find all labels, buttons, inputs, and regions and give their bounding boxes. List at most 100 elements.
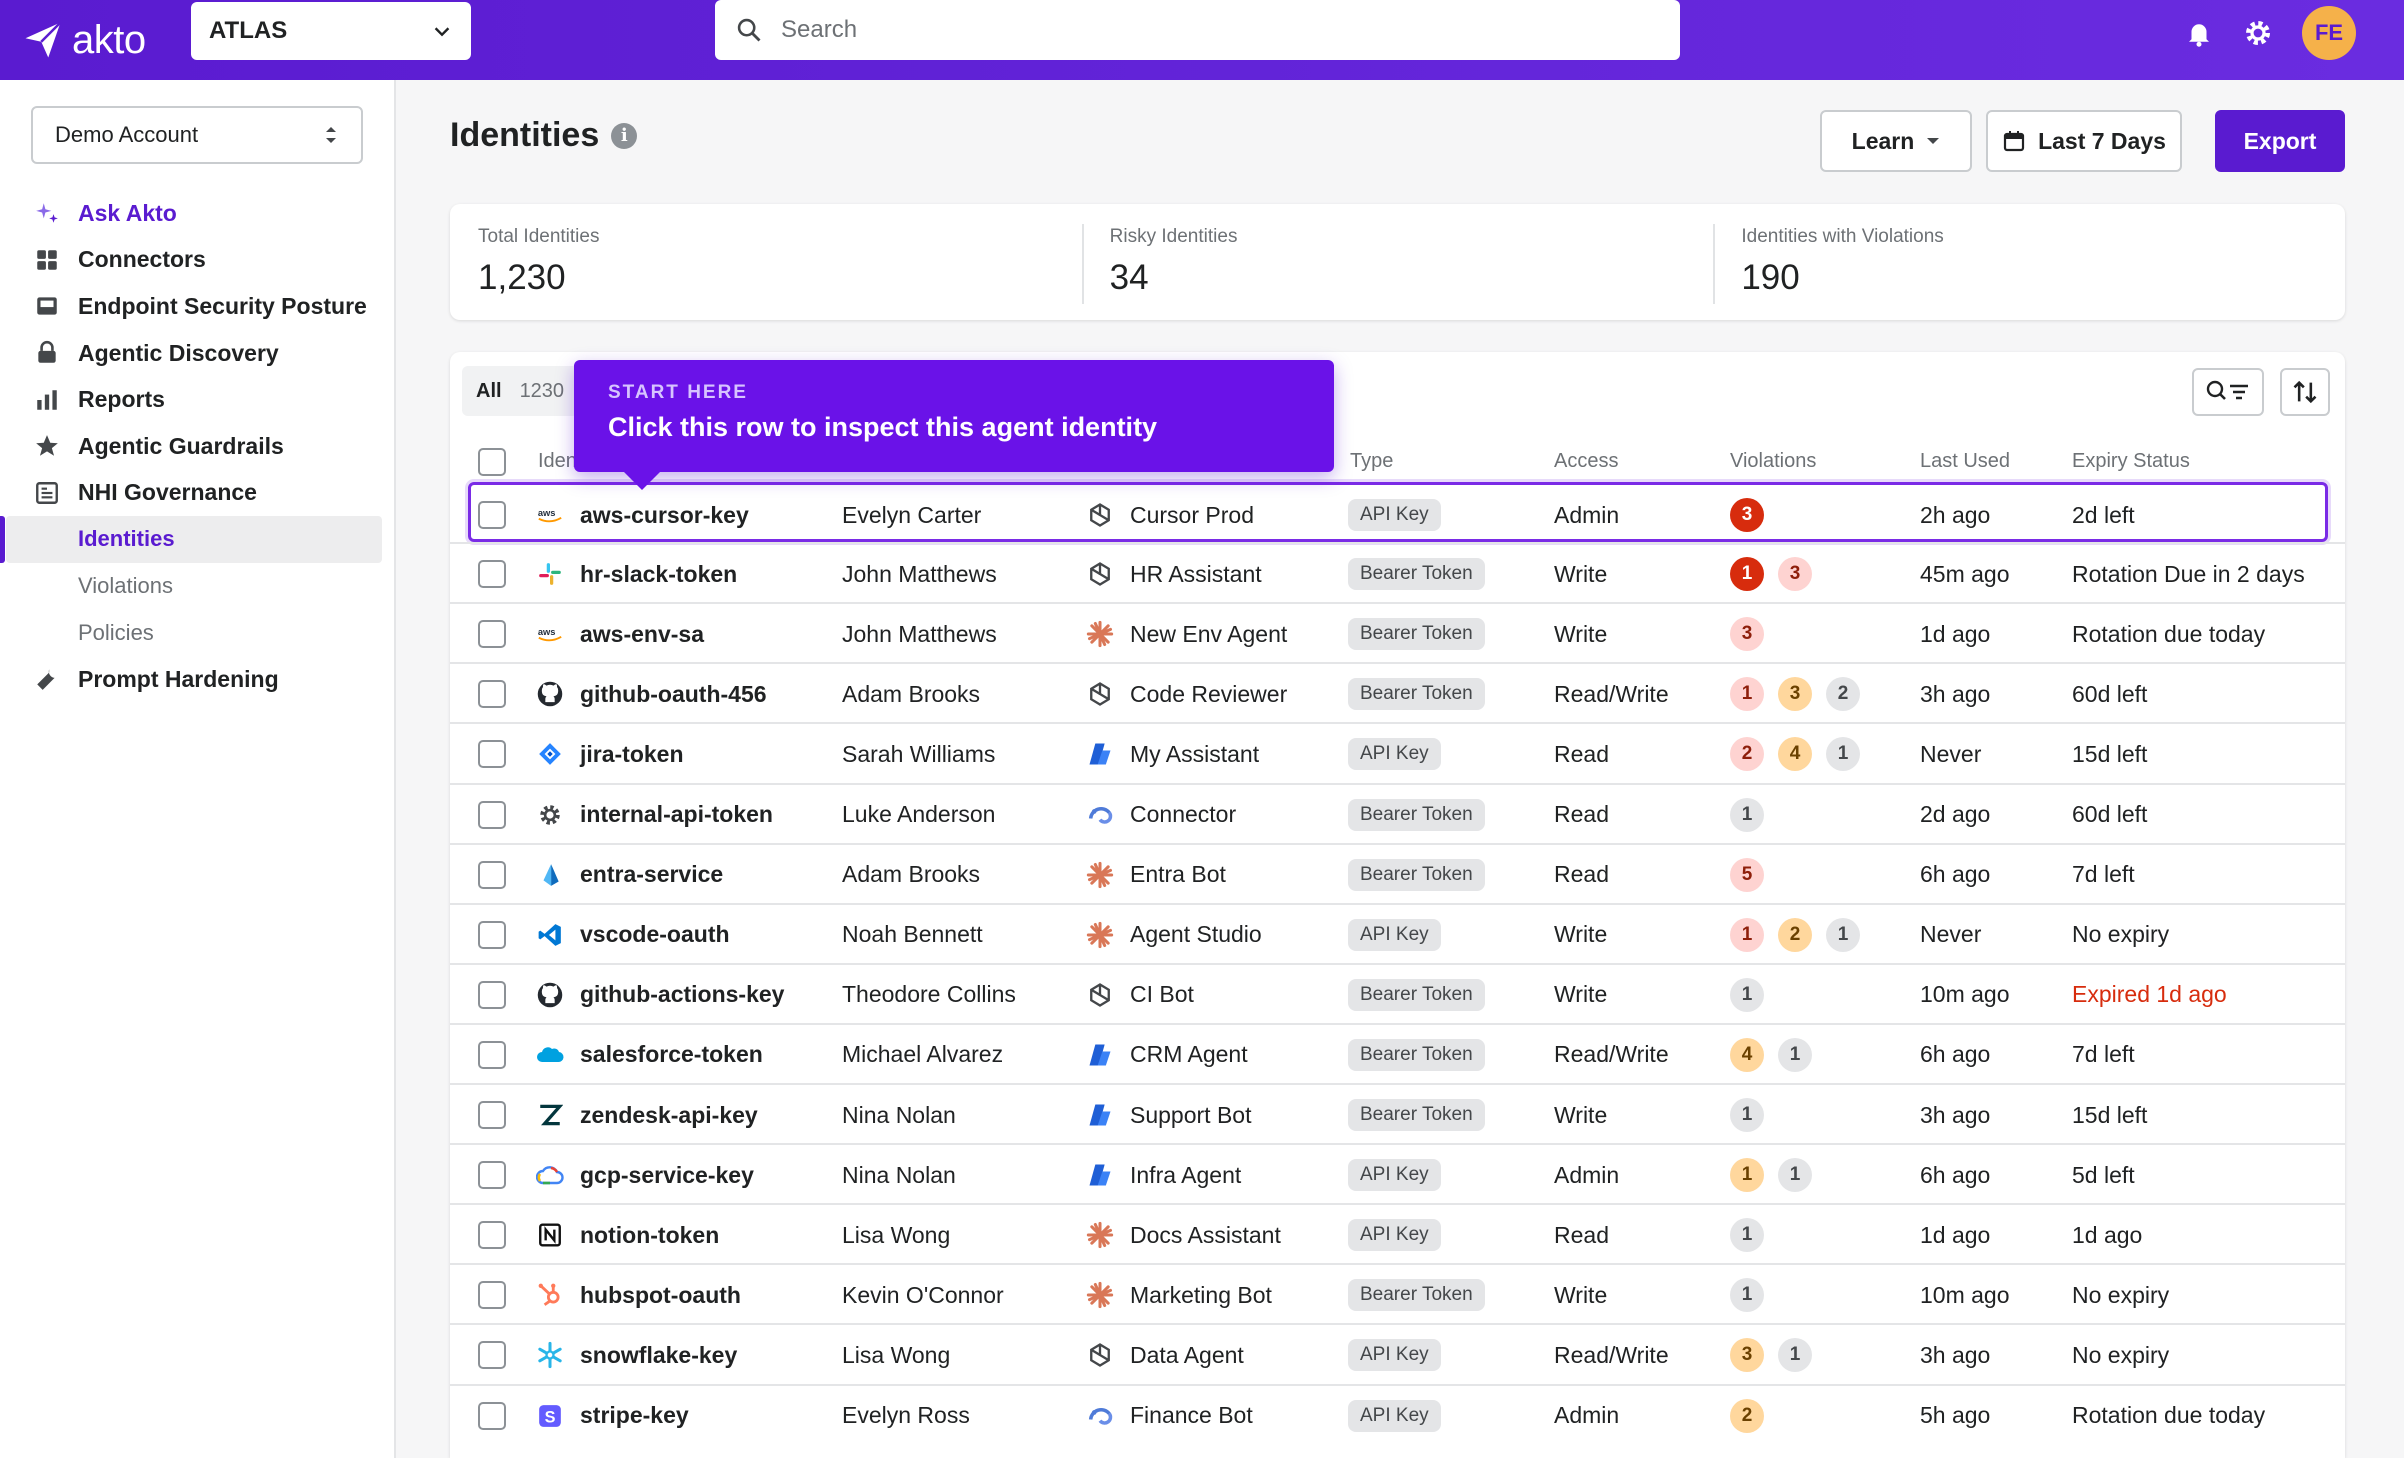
sidebar-item-prompt-hardening[interactable]: Prompt Hardening — [0, 656, 396, 703]
violation-badge-medium[interactable]: 4 — [1778, 737, 1812, 772]
table-row[interactable]: vscode-oauth Noah Bennett Agent Studio API … — [450, 902, 2345, 963]
violation-badge-low[interactable]: 1 — [1826, 737, 1860, 772]
table-row[interactable]: gcp-service-key Nina Nolan Infra Agent API … — [450, 1143, 2345, 1203]
sidebar-subitem-violations[interactable]: Violations — [78, 573, 173, 599]
violation-badge-high[interactable]: 1 — [1730, 917, 1764, 952]
row-checkbox[interactable] — [478, 740, 506, 769]
table-row[interactable]: github-actions-key Theodore Collins CI Bot… — [450, 962, 2345, 1023]
table-row[interactable]: salesforce-token Michael Alvarez CRM Agent… — [450, 1022, 2345, 1083]
sidebar-subitem-identities[interactable]: Identities — [0, 516, 382, 563]
table-row[interactable]: zendesk-api-key Nina Nolan Support Bot Bear… — [450, 1083, 2345, 1143]
row-checkbox[interactable] — [478, 1161, 506, 1190]
learn-button[interactable]: Learn — [1820, 110, 1972, 172]
sidebar-item-ask-akto[interactable]: Ask Akto — [0, 190, 396, 237]
table-row[interactable]: hubspot-oauth Kevin O'Connor Marketing Bot… — [450, 1263, 2345, 1323]
violation-badge-low[interactable]: 2 — [1826, 677, 1860, 712]
violation-badge-medium[interactable]: 1 — [1730, 1158, 1764, 1193]
row-checkbox[interactable] — [478, 860, 506, 889]
violation-badge-low[interactable]: 1 — [1778, 1158, 1812, 1193]
violation-badge-medium[interactable]: 2 — [1730, 1398, 1764, 1433]
table-row[interactable]: aws aws-env-sa John Matthews New Env Agent B… — [450, 602, 2345, 662]
account-select[interactable]: Demo Account — [31, 106, 363, 164]
table-row[interactable]: snowflake-key Lisa Wong Data Agent API Key R… — [450, 1323, 2345, 1383]
column-violations[interactable]: Violations — [1730, 450, 1817, 472]
row-checkbox[interactable] — [478, 1281, 506, 1310]
column-expiry-status[interactable]: Expiry Status — [2072, 450, 2190, 472]
date-range-button[interactable]: Last 7 Days — [1986, 110, 2182, 172]
identity-name[interactable]: snowflake-key — [580, 1341, 738, 1368]
identity-name[interactable]: notion-token — [580, 1221, 720, 1248]
sort-button[interactable] — [2280, 368, 2330, 416]
sidebar-item-nhi-governance[interactable]: NHI Governance — [0, 470, 396, 517]
violation-badge-low[interactable]: 1 — [1730, 977, 1764, 1012]
table-row[interactable]: notion-token Lisa Wong Docs Assistant API K… — [450, 1203, 2345, 1263]
violation-badge-low[interactable]: 1 — [1778, 1037, 1812, 1072]
violation-badge-medium[interactable]: 2 — [1778, 917, 1812, 952]
row-checkbox[interactable] — [478, 560, 506, 589]
violation-badge-low[interactable]: 1 — [1730, 797, 1764, 832]
row-checkbox[interactable] — [478, 1040, 506, 1069]
identity-name[interactable]: vscode-oauth — [580, 921, 730, 948]
identity-name[interactable]: salesforce-token — [580, 1041, 763, 1068]
table-row[interactable]: entra-service Adam Brooks Entra Bot Bearer … — [450, 842, 2345, 903]
column-last-used[interactable]: Last Used — [1920, 450, 2011, 472]
violation-badge-low[interactable]: 1 — [1826, 917, 1860, 952]
violation-badge-medium[interactable]: 4 — [1730, 1037, 1764, 1072]
gear-icon[interactable] — [2242, 17, 2274, 49]
violation-badge-critical[interactable]: 3 — [1730, 498, 1764, 532]
violation-badge-high[interactable]: 5 — [1730, 857, 1764, 892]
identity-name[interactable]: hubspot-oauth — [580, 1281, 741, 1308]
export-button[interactable]: Export — [2215, 110, 2345, 172]
identity-name[interactable]: github-actions-key — [580, 981, 785, 1008]
table-row[interactable]: internal-api-token Luke Anderson Connector… — [450, 782, 2345, 843]
row-checkbox[interactable] — [478, 920, 506, 949]
row-checkbox[interactable] — [478, 680, 506, 709]
select-all-checkbox[interactable] — [478, 448, 506, 476]
user-avatar[interactable]: FE — [2302, 6, 2356, 60]
violation-badge-low[interactable]: 1 — [1778, 1338, 1812, 1373]
violation-badge-critical[interactable]: 1 — [1730, 557, 1764, 592]
identity-name[interactable]: hr-slack-token — [580, 560, 738, 587]
table-row[interactable]: github-oauth-456 Adam Brooks Code Reviewer… — [450, 662, 2345, 722]
identity-name[interactable]: github-oauth-456 — [580, 680, 767, 707]
identity-name[interactable]: stripe-key — [580, 1402, 689, 1428]
table-row[interactable]: jira-token Sarah Williams My Assistant API … — [450, 722, 2345, 782]
akto-logo[interactable]: akto — [22, 10, 146, 70]
column-type[interactable]: Type — [1350, 450, 1394, 472]
row-checkbox[interactable] — [478, 620, 506, 649]
tab-all[interactable]: All 1230 — [462, 366, 579, 416]
identity-name[interactable]: aws-cursor-key — [580, 501, 749, 528]
row-checkbox[interactable] — [478, 501, 506, 529]
identity-name[interactable]: aws-env-sa — [580, 620, 705, 647]
row-checkbox[interactable] — [478, 800, 506, 829]
violation-badge-high[interactable]: 1 — [1730, 677, 1764, 712]
row-checkbox[interactable] — [478, 1401, 506, 1430]
violation-badge-low[interactable]: 1 — [1730, 1098, 1764, 1132]
identity-name[interactable]: gcp-service-key — [580, 1161, 754, 1188]
bell-icon[interactable] — [2184, 18, 2214, 48]
search-filter-button[interactable] — [2192, 368, 2264, 416]
search-input[interactable]: Search — [715, 0, 1680, 60]
row-checkbox[interactable] — [478, 1341, 506, 1370]
violation-badge-medium[interactable]: 3 — [1778, 677, 1812, 712]
identity-name[interactable]: internal-api-token — [580, 801, 773, 827]
info-icon[interactable]: i — [611, 122, 638, 149]
violation-badge-low[interactable]: 1 — [1730, 1278, 1764, 1313]
table-row[interactable]: hr-slack-token John Matthews HR Assistant B… — [450, 542, 2345, 602]
sidebar-item-endpoint-security[interactable]: Endpoint Security Posture — [0, 283, 396, 330]
environment-select[interactable]: ATLAS — [191, 2, 471, 60]
sidebar-item-agentic-guardrails[interactable]: Agentic Guardrails — [0, 423, 396, 470]
sidebar-item-agentic-discovery[interactable]: Agentic Discovery — [0, 330, 396, 377]
violation-badge-low[interactable]: 1 — [1730, 1218, 1764, 1253]
violation-badge-medium[interactable]: 3 — [1730, 1338, 1764, 1373]
identity-name[interactable]: entra-service — [580, 861, 724, 888]
violation-badge-high[interactable]: 3 — [1730, 617, 1764, 652]
row-checkbox[interactable] — [478, 980, 506, 1009]
identity-name[interactable]: jira-token — [580, 740, 684, 767]
violation-badge-high[interactable]: 2 — [1730, 737, 1764, 772]
sidebar-subitem-policies[interactable]: Policies — [78, 619, 154, 645]
column-access[interactable]: Access — [1554, 450, 1619, 472]
identity-name[interactable]: zendesk-api-key — [580, 1101, 758, 1128]
row-checkbox[interactable] — [478, 1101, 506, 1129]
table-row[interactable]: aws aws-cursor-key Evelyn Carter Cursor Pro… — [468, 482, 2328, 542]
